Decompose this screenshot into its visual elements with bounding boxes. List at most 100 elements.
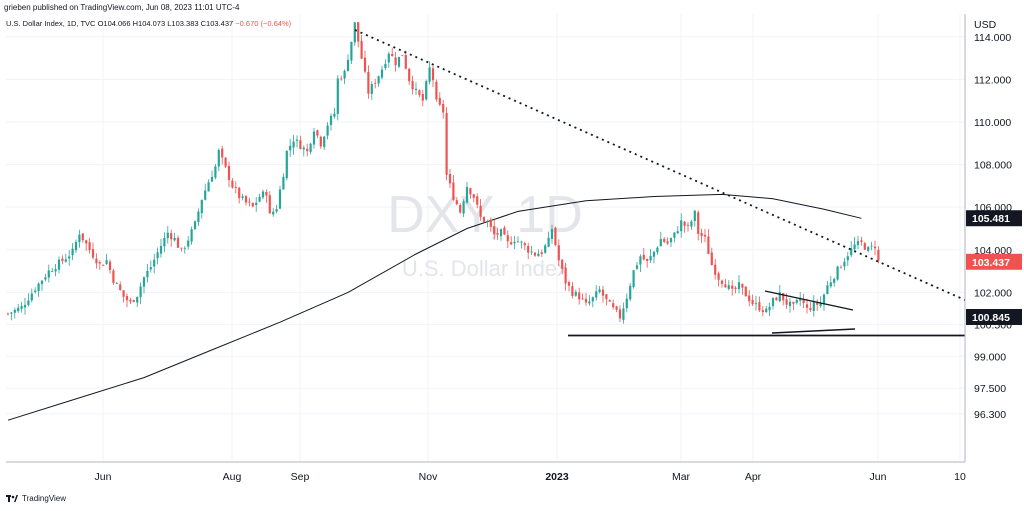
candle-body	[506, 235, 509, 242]
x-tick-label: Sep	[291, 471, 310, 483]
candle	[54, 264, 57, 277]
candle-body	[625, 298, 628, 309]
candle-body	[540, 252, 543, 254]
candle	[244, 195, 248, 206]
candle-body	[843, 261, 846, 267]
candle-body	[125, 296, 129, 301]
candle-body	[833, 278, 836, 283]
candle	[561, 259, 564, 275]
candle-body	[459, 205, 462, 213]
candle	[23, 297, 27, 315]
candle	[401, 55, 404, 57]
publisher-header: grieben published on TradingView.com, Ju…	[4, 3, 240, 12]
candle-body	[659, 239, 662, 247]
candle	[771, 297, 775, 310]
candle-body	[343, 70, 346, 79]
candle	[159, 238, 163, 258]
candle-body	[442, 103, 445, 113]
candle-body	[221, 148, 224, 158]
wedge-lower-line	[771, 328, 856, 334]
candle	[112, 268, 115, 286]
candle-body	[323, 136, 326, 147]
candle-body	[34, 290, 37, 292]
candle-body	[700, 232, 703, 237]
candle-body	[61, 258, 64, 261]
candle	[241, 193, 244, 201]
candle	[819, 296, 822, 308]
candle	[666, 237, 669, 245]
candle-body	[717, 273, 720, 280]
candle	[581, 293, 584, 300]
candle-body	[306, 148, 309, 152]
candle-body	[421, 94, 424, 101]
candle	[333, 107, 336, 119]
candle	[404, 50, 407, 70]
candle-body	[520, 241, 523, 243]
candle-body	[574, 291, 577, 296]
candle	[656, 246, 659, 255]
candle-body	[771, 297, 775, 306]
candle	[768, 302, 771, 317]
candle-body	[299, 140, 302, 149]
moving-average-line	[7, 193, 862, 421]
candle	[261, 189, 265, 200]
candle-body	[411, 81, 414, 90]
candle-body	[64, 259, 67, 262]
y-tick-label: 99.000	[974, 351, 1006, 363]
candle-body	[387, 53, 390, 63]
candle	[105, 253, 108, 266]
candle-body	[805, 304, 809, 308]
candle-body	[533, 252, 537, 256]
candle-body	[380, 69, 384, 78]
candle-body	[635, 265, 639, 269]
candle-body	[176, 237, 180, 248]
candle	[142, 276, 146, 294]
candle-body	[584, 298, 588, 303]
candle	[299, 135, 302, 150]
candle	[870, 241, 873, 251]
candle-body	[418, 90, 421, 95]
candle-body	[278, 189, 282, 209]
candle-body	[714, 264, 717, 275]
candle	[724, 279, 727, 288]
candle-body	[778, 292, 781, 302]
candle-body	[183, 247, 186, 249]
candle	[295, 135, 299, 148]
candle-body	[180, 247, 183, 249]
candle-body	[799, 298, 802, 301]
price-badge-label: 105.481	[972, 213, 1010, 225]
candles	[6, 22, 880, 324]
candle	[717, 271, 720, 287]
candle	[353, 22, 356, 47]
candle-body	[703, 234, 707, 237]
candle-body	[78, 234, 81, 243]
candle-body	[829, 282, 832, 287]
candle-body	[720, 280, 724, 284]
candle	[520, 240, 523, 249]
candle-body	[51, 271, 54, 272]
candle-body	[693, 210, 696, 221]
watermark: DXY, 1D U.S. Dollar Index	[387, 186, 583, 281]
candle-body	[261, 191, 265, 198]
candle-body	[316, 130, 319, 136]
candle-body	[292, 141, 295, 148]
candle-body	[605, 294, 608, 300]
candle	[486, 219, 489, 228]
candle-body	[557, 245, 560, 261]
candle	[598, 286, 601, 294]
footer-brand: TradingView	[22, 494, 67, 503]
candle	[418, 89, 421, 98]
candle-body	[81, 233, 84, 241]
candle	[363, 50, 367, 74]
candle	[81, 233, 84, 243]
candle-body	[683, 221, 686, 226]
candle	[139, 282, 142, 304]
candle	[530, 245, 533, 256]
candle	[554, 226, 557, 247]
candle-body	[312, 131, 316, 145]
candle-body	[241, 196, 244, 198]
candle-body	[193, 221, 197, 229]
candle	[853, 237, 856, 253]
